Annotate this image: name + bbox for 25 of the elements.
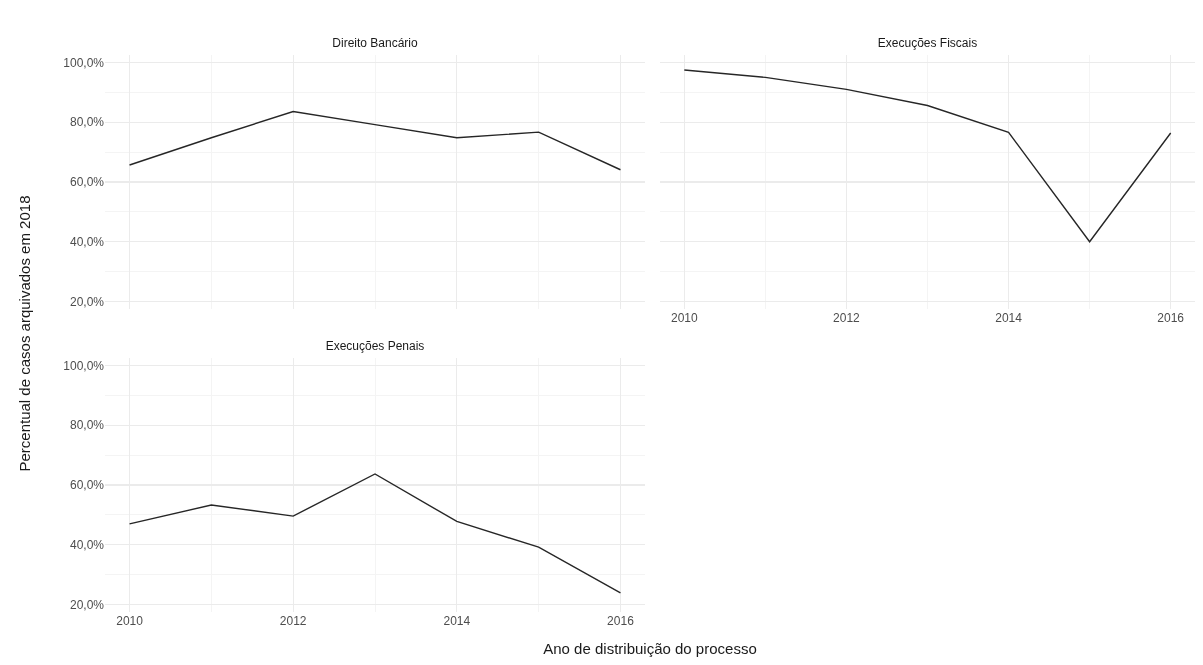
- y-tick-label: 40,0%: [69, 537, 105, 552]
- y-tick-label: 80,0%: [69, 115, 105, 130]
- y-axis-title: Percentual de casos arquivados em 2018: [15, 194, 33, 474]
- x-tick-label: 2012: [833, 311, 861, 325]
- y-tick-label: 80,0%: [69, 418, 105, 433]
- y-tick-label: 60,0%: [69, 478, 105, 493]
- chart-title: Direito Bancário: [332, 36, 419, 50]
- chart-title: Execuções Penais: [325, 339, 425, 353]
- x-tick-label: 2016: [1157, 311, 1185, 325]
- y-tick-label: 40,0%: [69, 234, 105, 249]
- y-tick-label: 20,0%: [69, 294, 105, 309]
- chart-title: Execuções Fiscais: [877, 36, 978, 50]
- x-tick-label: 2014: [443, 614, 471, 628]
- y-tick-label: 100,0%: [63, 55, 105, 70]
- line-series: [128, 110, 622, 171]
- x-tick-label: 2016: [607, 614, 635, 628]
- x-axis-title: Ano de distribuição do processo: [542, 640, 758, 657]
- x-tick-label: 2010: [670, 311, 698, 325]
- x-tick-label: 2014: [995, 311, 1023, 325]
- y-tick-label: 20,0%: [69, 597, 105, 612]
- x-tick-label: 2012: [279, 614, 307, 628]
- x-tick-label: 2010: [116, 614, 144, 628]
- y-tick-label: 60,0%: [69, 175, 105, 190]
- line-series: [128, 473, 622, 594]
- y-tick-label: 100,0%: [63, 358, 105, 373]
